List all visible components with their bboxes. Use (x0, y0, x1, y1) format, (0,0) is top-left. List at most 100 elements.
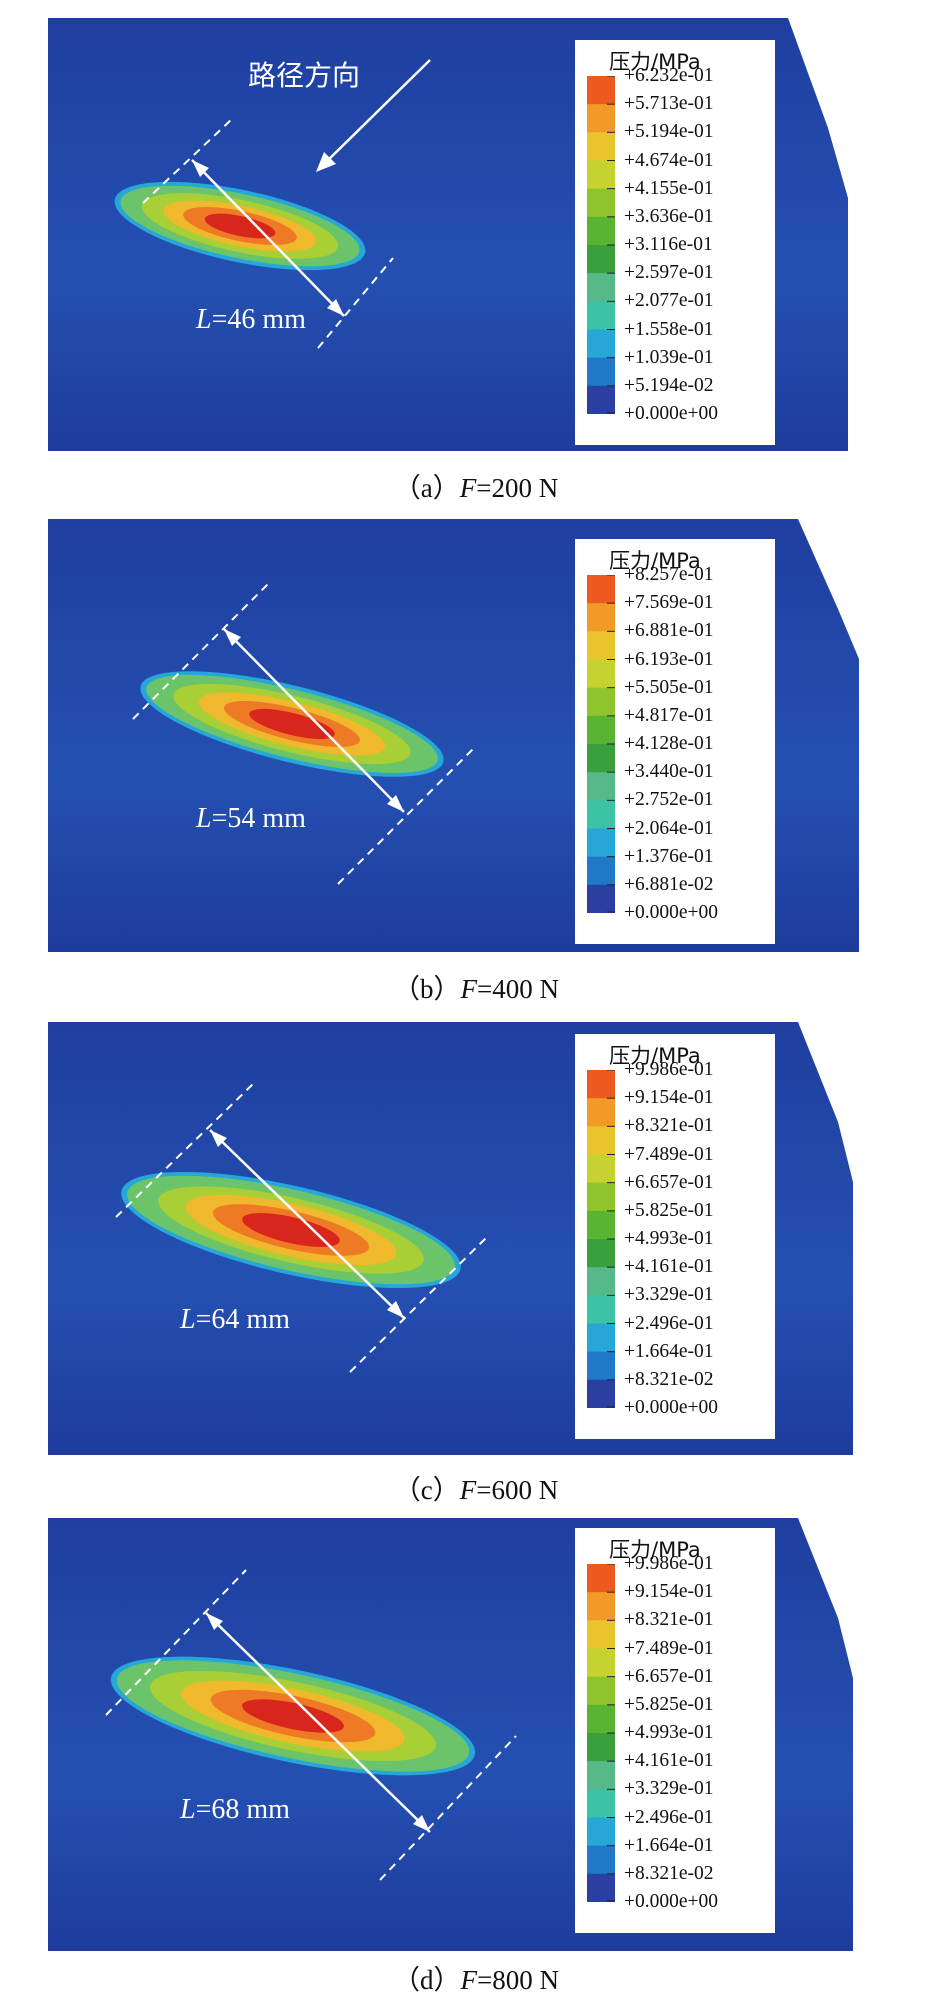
contact-patch (140, 671, 444, 777)
legend-tick-label: +6.232e-01 (624, 65, 714, 86)
legend-band (587, 1761, 615, 1790)
legend-band (587, 132, 615, 161)
legend-tick-label: +5.194e-02 (624, 374, 714, 396)
legend-band (587, 1210, 615, 1240)
legend-tick-label: +1.558e-01 (624, 318, 714, 340)
legend-tick-label: +0.000e+00 (624, 403, 719, 424)
contact-patch (110, 1656, 476, 1776)
arrow-head-end (387, 1301, 404, 1318)
legend-tick-label: +4.161e-01 (624, 1750, 714, 1772)
legend-band (587, 772, 615, 801)
length-arrow (191, 159, 345, 317)
legend-band (587, 1620, 615, 1649)
legend-band (587, 188, 615, 218)
legend-band (587, 329, 615, 359)
length-arrow (205, 1612, 431, 1833)
legend-band (587, 1154, 615, 1184)
legend-tick-label: +8.321e-01 (624, 1115, 714, 1137)
legend-band (587, 76, 615, 105)
legend: 压力/MPa +6.232e-01 +5.713e-01 +5.194e-01 +4.… (575, 40, 775, 445)
legend-band (587, 1845, 615, 1875)
legend: 压力/MPa +9.986e-01 +9.154e-01 +8.321e-01 +7.… (575, 1528, 775, 1933)
path-direction-label: 路径方向 (248, 59, 361, 92)
legend-band (587, 1351, 615, 1381)
dashed-boundary-bottom (379, 1735, 517, 1881)
legend-band (587, 800, 615, 829)
legend-color-bar (587, 1070, 615, 1408)
legend-title: 压力/MPa (609, 549, 701, 573)
legend-band (587, 104, 615, 133)
legend-band (587, 856, 615, 886)
legend: 压力/MPa +8.257e-01 +7.569e-01 +6.881e-01 +6.… (575, 539, 775, 944)
legend-tick-label: +1.039e-01 (624, 346, 714, 368)
legend-band (587, 1817, 615, 1847)
dashed-boundary-bottom (317, 257, 394, 349)
legend-tick-label: +4.993e-01 (624, 1722, 714, 1743)
dashed-boundary-top (142, 117, 234, 204)
legend: 压力/MPa +9.986e-01 +9.154e-01 +8.321e-01 +7.… (575, 1034, 775, 1439)
legend-tick-label: +6.193e-01 (624, 648, 714, 670)
legend-tick-label: +6.881e-02 (624, 873, 714, 895)
legend-tick-label: +4.128e-01 (624, 733, 714, 754)
dashed-boundary-bottom (337, 748, 474, 885)
legend-tick-label: +5.825e-01 (624, 1693, 714, 1715)
legend-tick-label: +2.496e-01 (624, 1806, 714, 1828)
legend-tick-label: +1.664e-01 (624, 1834, 714, 1856)
legend-band (587, 1789, 615, 1818)
legend-tick-label: +2.077e-01 (624, 290, 714, 312)
legend-band (587, 1323, 615, 1353)
legend-tick-label: +9.986e-01 (624, 1059, 714, 1080)
legend-band (587, 659, 615, 689)
legend-band (587, 1704, 615, 1734)
legend-tick-label: +4.161e-01 (624, 1256, 714, 1278)
legend-band (587, 687, 615, 717)
legend-tick-label: +9.154e-01 (624, 1087, 714, 1109)
legend-band (587, 1295, 615, 1324)
legend-band (587, 385, 615, 414)
arrow-head-start (192, 160, 209, 177)
legend-tick-label: +2.064e-01 (624, 817, 714, 839)
legend-band (587, 575, 615, 604)
legend-band (587, 357, 615, 387)
legend-tick-label: +3.329e-01 (624, 1778, 714, 1800)
legend-tick-label: +0.000e+00 (624, 1397, 719, 1418)
legend-band (587, 828, 615, 858)
length-label: L=68 mm (180, 1794, 290, 1825)
arrow-head-start (206, 1613, 223, 1630)
legend-band (587, 884, 615, 913)
legend-band (587, 744, 615, 773)
legend-band (587, 1873, 615, 1902)
legend-tick-label: +4.817e-01 (624, 704, 714, 726)
legend-band (587, 273, 615, 302)
legend-tick-label: +6.881e-01 (624, 620, 714, 642)
legend-band (587, 715, 615, 745)
arrow-head-end (413, 1815, 430, 1832)
contact-patch (121, 1171, 461, 1289)
legend-tick-label: +7.569e-01 (624, 592, 714, 614)
legend-tick-label: +3.440e-01 (624, 761, 714, 783)
legend-tick-label: +8.321e-02 (624, 1368, 714, 1390)
caption-b: （b）F=400 N (393, 974, 559, 1004)
legend-tick-label: +5.505e-01 (624, 676, 714, 698)
legend-title: 压力/MPa (609, 1538, 701, 1562)
legend-tick-label: +5.825e-01 (624, 1199, 714, 1221)
legend-band (587, 1239, 615, 1268)
contact-patch (114, 181, 366, 271)
legend-color-bar (587, 575, 615, 913)
legend-band (587, 1379, 615, 1408)
legend-tick-label: +8.321e-01 (624, 1609, 714, 1631)
dashed-boundary-top (105, 1569, 247, 1716)
legend-band (587, 1126, 615, 1155)
panel-b: L=54 mm 压力/MPa +8.257e-01 +7.569e-01 +6.88… (48, 519, 859, 952)
arrow-head-end (387, 795, 404, 812)
length-arrow (209, 1129, 405, 1319)
legend-tick-label: +0.000e+00 (624, 902, 719, 923)
caption-c: （c）F=600 N (393, 1475, 559, 1505)
legend-band (587, 631, 615, 660)
legend-tick-label: +4.674e-01 (624, 149, 714, 171)
legend-tick-label: +3.636e-01 (624, 205, 714, 227)
legend-tick-label: +2.597e-01 (624, 262, 714, 284)
legend-tick-label: +3.116e-01 (624, 234, 713, 255)
legend-tick-label: +1.376e-01 (624, 845, 714, 867)
dashed-boundary-bottom (349, 1237, 487, 1373)
